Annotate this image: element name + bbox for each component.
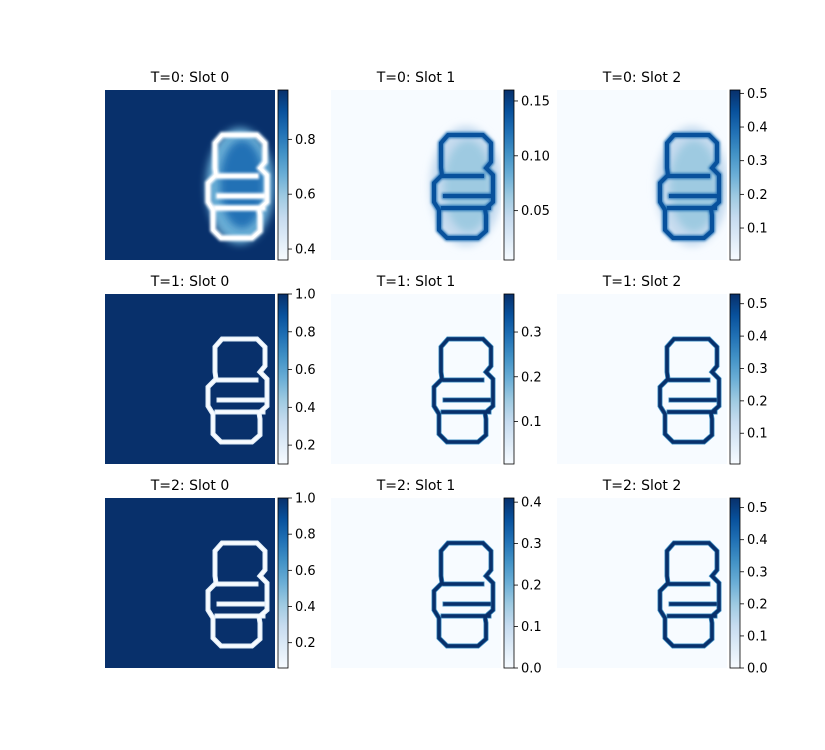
heatmap-panel-1-2: T=1: Slot 2 0.1 0.2 0.3 0.4 0.5 <box>557 274 768 465</box>
heatmap-image <box>557 90 727 260</box>
heatmap-panel-0-0: T=0: Slot 0 0.4 0.6 0.8 <box>105 70 316 261</box>
colorbar-tick-label: 0.3 <box>521 326 542 341</box>
panel-title: T=2: Slot 2 <box>602 478 682 494</box>
colorbar-tick-label: 0.1 <box>521 620 542 635</box>
heatmap-image <box>331 90 501 260</box>
colorbar-tick-label: 0.2 <box>747 394 768 409</box>
heatmap-panel-1-0: T=1: Slot 0 0.2 0.4 0.6 0.8 1.0 <box>105 274 316 465</box>
colorbar: 0.1 0.2 0.3 0.4 0.5 <box>729 293 768 465</box>
colorbar-tick-label: 0.2 <box>521 370 542 385</box>
colorbar-tick-label: 0.1 <box>521 415 542 430</box>
colorbar-tick-label: 0.15 <box>521 94 550 109</box>
colorbar-tick-label: 0.3 <box>747 154 768 169</box>
colorbar: 0.0 0.1 0.2 0.3 0.4 0.5 <box>729 497 768 677</box>
heatmap-image <box>557 498 727 668</box>
heatmap-panel-2-0: T=2: Slot 0 0.2 0.4 0.6 0.8 1.0 <box>105 478 316 669</box>
panel-title: T=1: Slot 1 <box>376 274 456 290</box>
panel-title: T=2: Slot 1 <box>376 478 456 494</box>
heatmap-image <box>331 498 501 668</box>
colorbar-tick-label: 0.05 <box>521 204 550 219</box>
colorbar-tick-label: 0.6 <box>295 188 316 203</box>
colorbar-tick-label: 0.0 <box>521 662 542 677</box>
colorbar-tick-label: 0.2 <box>747 597 768 612</box>
panel-title: T=0: Slot 0 <box>150 70 230 86</box>
colorbar-tick-label: 0.2 <box>295 439 316 454</box>
panel-title: T=2: Slot 0 <box>150 478 230 494</box>
panel-title: T=0: Slot 1 <box>376 70 456 86</box>
colorbar-tick-label: 0.6 <box>295 363 316 378</box>
colorbar-tick-label: 0.8 <box>295 528 316 543</box>
heatmap-image <box>331 294 501 464</box>
heatmap-image <box>105 90 275 260</box>
colorbar-tick-label: 0.0 <box>747 662 768 677</box>
colorbar-tick-label: 0.4 <box>747 533 768 548</box>
panel-title: T=1: Slot 2 <box>602 274 682 290</box>
colorbar-tick-label: 0.4 <box>295 243 316 258</box>
colorbar: 0.4 0.6 0.8 <box>277 89 316 261</box>
heatmap-panel-2-1: T=2: Slot 1 0.0 0.1 0.2 0.3 0.4 <box>331 478 542 677</box>
colorbar-tick-label: 0.5 <box>747 501 768 516</box>
colorbar-tick-label: 0.3 <box>747 362 768 377</box>
colorbar-tick-label: 0.4 <box>295 600 316 615</box>
colorbar-tick-label: 1.0 <box>295 288 316 303</box>
colorbar-tick-label: 0.4 <box>747 121 768 136</box>
colorbar: 0.2 0.4 0.6 0.8 1.0 <box>277 288 316 465</box>
colorbar-tick-label: 0.4 <box>521 496 542 511</box>
colorbar: 0.2 0.4 0.6 0.8 1.0 <box>277 492 316 669</box>
heatmap-image <box>105 294 275 464</box>
panel-title: T=0: Slot 2 <box>602 70 682 86</box>
heatmap-panel-2-2: T=2: Slot 2 0.0 0.1 0.2 0.3 0.4 0.5 <box>557 478 768 677</box>
colorbar-tick-label: 0.1 <box>747 629 768 644</box>
colorbar-tick-label: 0.1 <box>747 222 768 237</box>
heatmap-panel-0-2: T=0: Slot 2 0.1 0.2 0.3 0.4 0.5 <box>557 70 768 261</box>
colorbar-tick-label: 0.8 <box>295 325 316 340</box>
colorbar-tick-label: 0.5 <box>747 297 768 312</box>
colorbar-tick-label: 0.4 <box>295 401 316 416</box>
heatmap-panel-1-1: T=1: Slot 1 0.1 0.2 0.3 <box>331 274 542 465</box>
colorbar-tick-label: 0.2 <box>747 188 768 203</box>
colorbar-tick-label: 0.3 <box>521 537 542 552</box>
colorbar-tick-label: 1.0 <box>295 492 316 507</box>
colorbar-tick-label: 0.10 <box>521 149 550 164</box>
heatmap-image <box>105 498 275 668</box>
colorbar-tick-label: 0.6 <box>295 564 316 579</box>
colorbar-tick-label: 0.8 <box>295 133 316 148</box>
colorbar: 0.1 0.2 0.3 <box>503 293 542 465</box>
colorbar: 0.05 0.10 0.15 <box>503 89 550 261</box>
heatmap-image <box>557 294 727 464</box>
colorbar-tick-label: 0.4 <box>747 330 768 345</box>
colorbar-tick-label: 0.3 <box>747 565 768 580</box>
colorbar: 0.0 0.1 0.2 0.3 0.4 <box>503 496 542 677</box>
colorbar-tick-label: 0.2 <box>295 636 316 651</box>
panel-title: T=1: Slot 0 <box>150 274 230 290</box>
colorbar-tick-label: 0.5 <box>747 87 768 102</box>
colorbar: 0.1 0.2 0.3 0.4 0.5 <box>729 87 768 261</box>
colorbar-tick-label: 0.2 <box>521 579 542 594</box>
heatmap-panel-0-1: T=0: Slot 1 0.05 0.10 0.15 <box>331 70 550 261</box>
colorbar-tick-label: 0.1 <box>747 427 768 442</box>
